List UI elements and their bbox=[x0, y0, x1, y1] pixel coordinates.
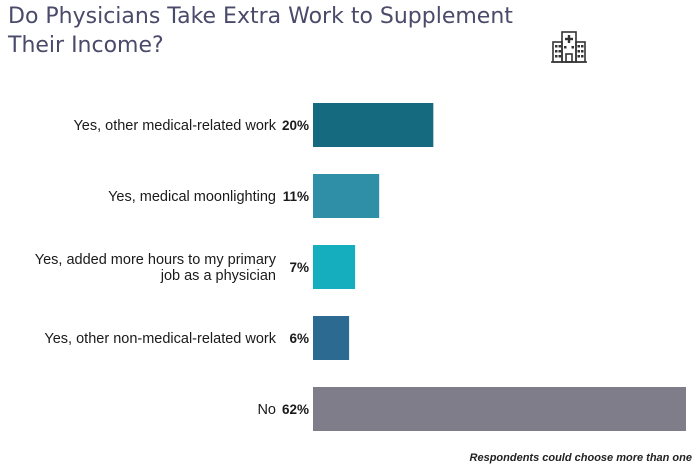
bar-4 bbox=[313, 316, 350, 360]
category-label-5: No bbox=[257, 402, 276, 418]
value-label-4: 6% bbox=[289, 331, 309, 346]
value-label-2: 11% bbox=[283, 189, 309, 204]
hospital-icon bbox=[551, 31, 587, 63]
value-label-5: 62% bbox=[282, 402, 309, 417]
bar-3 bbox=[313, 245, 356, 289]
footnote: Respondents could choose more than one bbox=[469, 452, 692, 464]
bar-1 bbox=[313, 103, 434, 147]
category-label-1: Yes, other medical-related work bbox=[73, 118, 276, 134]
category-label-3: Yes, added more hours to my primary job a… bbox=[35, 252, 277, 284]
category-label-2: Yes, medical moonlighting bbox=[108, 189, 276, 205]
bar-5 bbox=[313, 387, 686, 431]
bar-2 bbox=[313, 174, 380, 218]
chart-title: Do Physicians Take Extra Work to Supplem… bbox=[8, 4, 513, 58]
value-label-1: 20% bbox=[282, 118, 309, 133]
value-label-3: 7% bbox=[289, 260, 309, 275]
category-label-4: Yes, other non-medical-related work bbox=[44, 331, 276, 347]
